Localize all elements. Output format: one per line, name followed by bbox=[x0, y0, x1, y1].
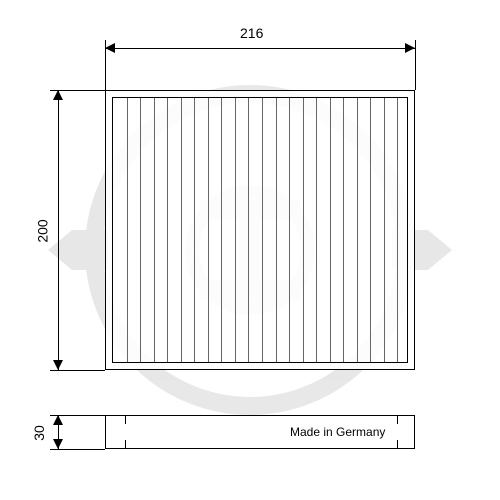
filter-pleat bbox=[276, 98, 277, 362]
dim-arrow bbox=[105, 43, 115, 53]
filter-pleat bbox=[140, 98, 141, 362]
dim-label-thickness: 30 bbox=[31, 425, 47, 441]
dim-arrow bbox=[53, 360, 63, 370]
filter-pleat bbox=[289, 98, 290, 362]
dim-extension-line bbox=[50, 370, 105, 371]
dim-label-height: 200 bbox=[35, 219, 51, 242]
made-in-label: Made in Germany bbox=[290, 425, 385, 439]
filter-pleat bbox=[370, 98, 371, 362]
filter-front-view bbox=[105, 90, 415, 370]
dim-line-height bbox=[58, 90, 59, 370]
dim-line-width bbox=[105, 48, 415, 49]
dim-extension-line bbox=[415, 40, 416, 90]
dim-arrow bbox=[405, 43, 415, 53]
filter-pleat bbox=[127, 98, 128, 362]
filter-pleat bbox=[248, 98, 249, 362]
filter-pleat bbox=[384, 98, 385, 362]
filter-pleat bbox=[167, 98, 168, 362]
filter-pleat bbox=[235, 98, 236, 362]
filter-pleat bbox=[397, 98, 398, 362]
filter-pleat bbox=[343, 98, 344, 362]
dim-arrow bbox=[53, 415, 63, 425]
filter-pleat bbox=[303, 98, 304, 362]
filter-pleat bbox=[330, 98, 331, 362]
filter-pleat bbox=[194, 98, 195, 362]
filter-pleat bbox=[208, 98, 209, 362]
dim-label-width: 216 bbox=[240, 25, 263, 41]
filter-pleat bbox=[316, 98, 317, 362]
dim-extension-line bbox=[50, 449, 105, 450]
filter-pleat bbox=[181, 98, 182, 362]
filter-pleat bbox=[262, 98, 263, 362]
filter-pleat bbox=[357, 98, 358, 362]
filter-inner-frame bbox=[112, 97, 408, 363]
dim-arrow bbox=[53, 90, 63, 100]
dim-arrow bbox=[53, 439, 63, 449]
filter-pleat bbox=[221, 98, 222, 362]
filter-pleat bbox=[154, 98, 155, 362]
